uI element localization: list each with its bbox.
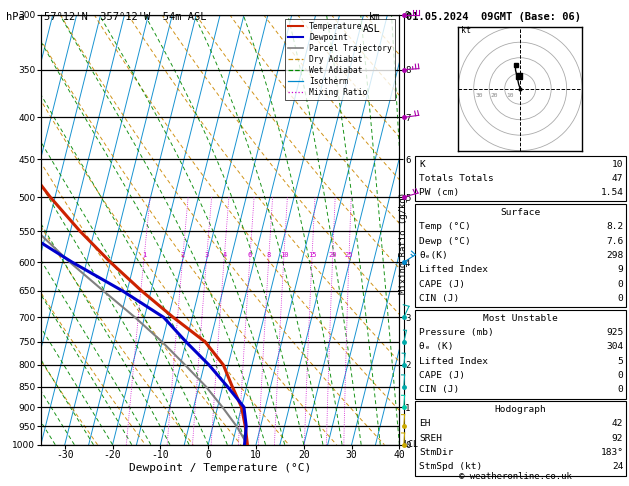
Text: 9: 9: [618, 265, 623, 275]
Text: PW (cm): PW (cm): [419, 188, 459, 197]
Text: kt: kt: [461, 26, 471, 35]
Text: θₑ (K): θₑ (K): [419, 342, 454, 351]
Text: 7.6: 7.6: [606, 237, 623, 246]
Text: 1: 1: [142, 252, 147, 258]
Text: 8.2: 8.2: [606, 222, 623, 231]
Legend: Temperature, Dewpoint, Parcel Trajectory, Dry Adiabat, Wet Adiabat, Isotherm, Mi: Temperature, Dewpoint, Parcel Trajectory…: [285, 18, 396, 100]
Text: Most Unstable: Most Unstable: [483, 313, 558, 323]
Text: 25: 25: [345, 252, 353, 258]
X-axis label: Dewpoint / Temperature (°C): Dewpoint / Temperature (°C): [129, 463, 311, 473]
Text: K: K: [419, 159, 425, 169]
Text: 5: 5: [618, 357, 623, 366]
Text: Lifted Index: Lifted Index: [419, 265, 488, 275]
Text: 0: 0: [618, 371, 623, 380]
Text: 10: 10: [506, 93, 514, 98]
Text: 4: 4: [222, 252, 226, 258]
Text: Hodograph: Hodograph: [494, 405, 547, 414]
Text: 57°12'N  357°12'W  54m ASL: 57°12'N 357°12'W 54m ASL: [44, 12, 206, 22]
Text: 10: 10: [280, 252, 288, 258]
Text: CIN (J): CIN (J): [419, 294, 459, 303]
Text: 30: 30: [476, 93, 483, 98]
Text: CAPE (J): CAPE (J): [419, 279, 465, 289]
Text: 298: 298: [606, 251, 623, 260]
Text: Pressure (mb): Pressure (mb): [419, 328, 494, 337]
Text: 2: 2: [181, 252, 185, 258]
Text: 0: 0: [618, 385, 623, 395]
Text: hPa: hPa: [6, 12, 25, 22]
Text: 6: 6: [248, 252, 252, 258]
Text: Totals Totals: Totals Totals: [419, 174, 494, 183]
Text: km
ASL: km ASL: [363, 12, 381, 34]
Text: 8: 8: [267, 252, 271, 258]
Text: 20: 20: [491, 93, 498, 98]
Text: CIN (J): CIN (J): [419, 385, 459, 395]
Text: © weatheronline.co.uk: © weatheronline.co.uk: [459, 472, 572, 481]
Text: 183°: 183°: [600, 448, 623, 457]
Text: 10: 10: [612, 159, 623, 169]
Text: Surface: Surface: [501, 208, 540, 217]
Text: LCL: LCL: [403, 440, 418, 449]
Text: 0: 0: [618, 279, 623, 289]
Text: 0: 0: [618, 294, 623, 303]
Text: θₑ(K): θₑ(K): [419, 251, 448, 260]
Text: 24: 24: [612, 462, 623, 471]
Text: Lifted Index: Lifted Index: [419, 357, 488, 366]
Text: 47: 47: [612, 174, 623, 183]
Text: Dewp (°C): Dewp (°C): [419, 237, 470, 246]
Text: 925: 925: [606, 328, 623, 337]
Text: 1.54: 1.54: [600, 188, 623, 197]
Text: 304: 304: [606, 342, 623, 351]
Text: 20: 20: [328, 252, 337, 258]
Text: 42: 42: [612, 419, 623, 429]
Text: 3: 3: [205, 252, 209, 258]
Text: 01.05.2024  09GMT (Base: 06): 01.05.2024 09GMT (Base: 06): [406, 12, 581, 22]
Text: 92: 92: [612, 434, 623, 443]
Text: SREH: SREH: [419, 434, 442, 443]
Text: Temp (°C): Temp (°C): [419, 222, 470, 231]
Text: CAPE (J): CAPE (J): [419, 371, 465, 380]
Text: EH: EH: [419, 419, 430, 429]
Text: StmSpd (kt): StmSpd (kt): [419, 462, 482, 471]
Text: 15: 15: [308, 252, 316, 258]
Text: StmDir: StmDir: [419, 448, 454, 457]
Text: Mixing Ratio (g/kg): Mixing Ratio (g/kg): [399, 192, 408, 294]
